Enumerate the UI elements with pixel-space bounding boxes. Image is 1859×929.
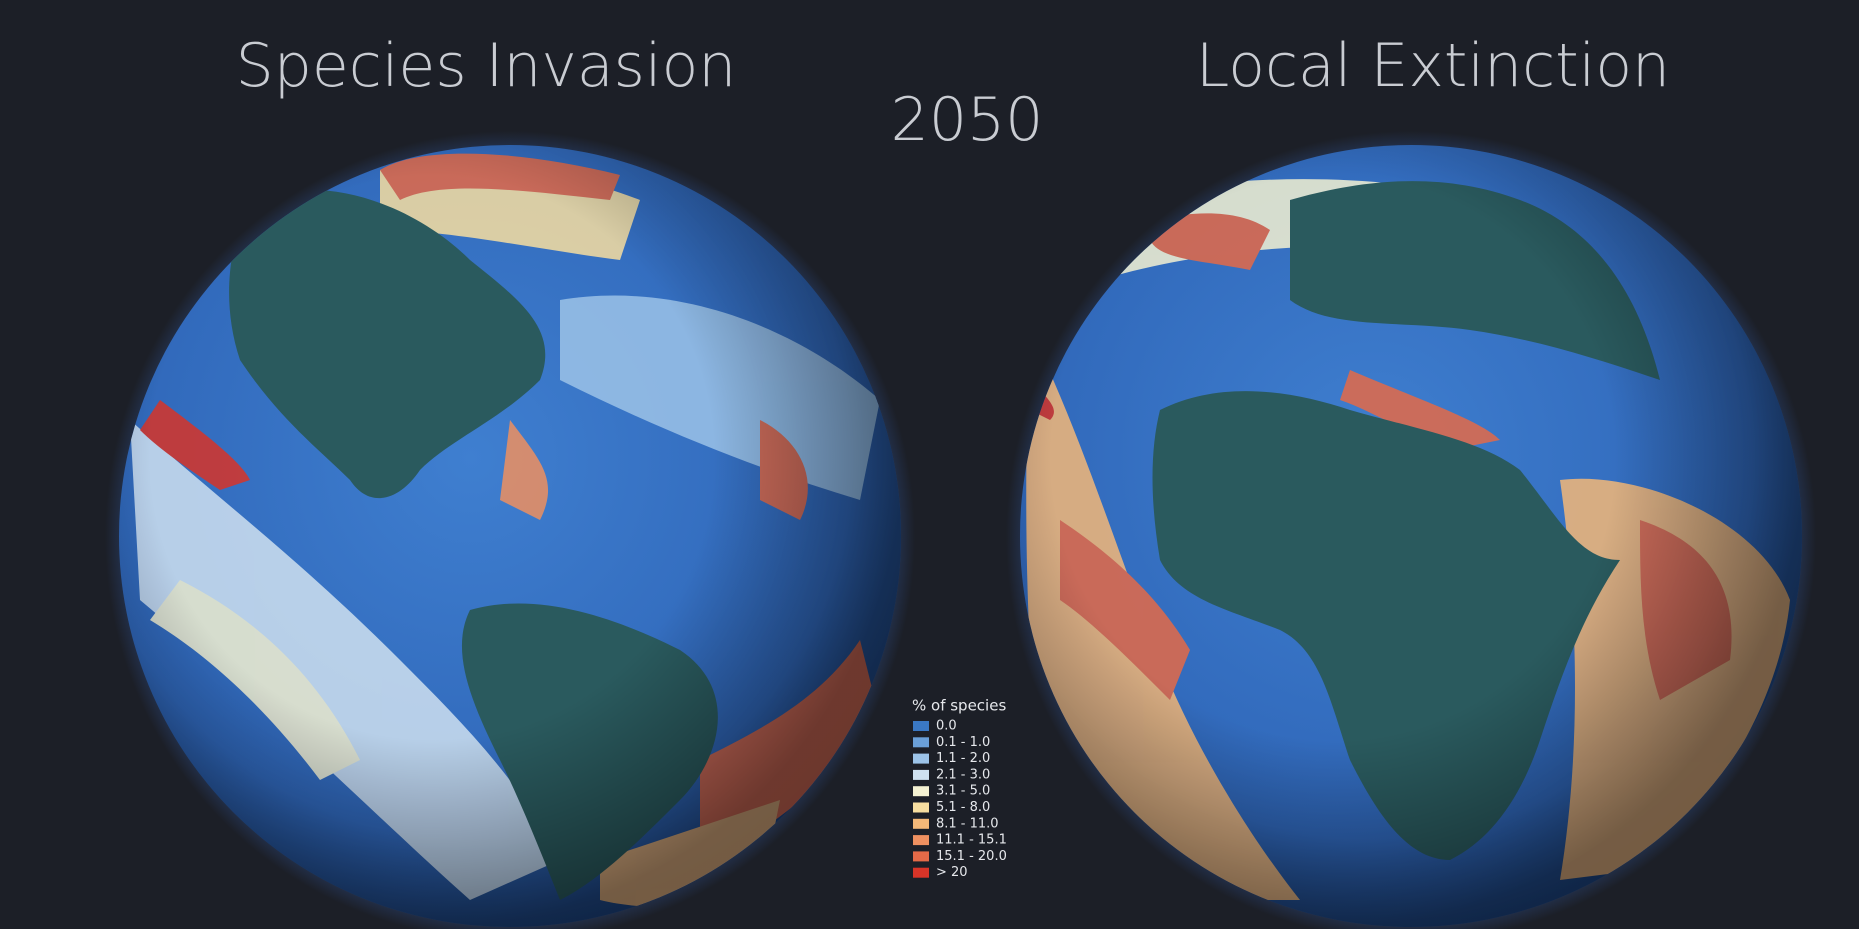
legend-label: 3.1 - 5.0 [936,784,990,799]
legend: % of species 0.00.1 - 1.01.1 - 2.02.1 - … [912,697,1007,881]
globe-extinction [1006,131,1816,929]
legend-label: 0.0 [936,719,957,734]
legend-title: % of species [912,697,1006,715]
legend-swatch [913,786,929,797]
legend-label: 5.1 - 8.0 [936,800,990,815]
legend-label: 0.1 - 1.0 [936,735,990,750]
left-title: Species Invasion [236,31,737,101]
legend-label: > 20 [936,865,968,880]
legend-label: 15.1 - 20.0 [936,849,1007,864]
legend-label: 8.1 - 11.0 [936,816,999,831]
legend-swatch [913,835,929,846]
legend-swatch [913,867,929,878]
legend-swatch [913,721,929,731]
legend-swatch [913,769,929,780]
right-title: Local Extinction [1196,31,1670,101]
legend-swatch [913,753,929,764]
legend-label: 1.1 - 2.0 [936,751,990,766]
legend-swatch [913,851,929,862]
legend-swatch [913,737,929,748]
legend-label: 2.1 - 3.0 [936,767,990,782]
legend-swatch [913,802,929,813]
legend-swatch [913,818,929,829]
legend-label: 11.1 - 15.1 [936,833,1007,848]
year: 2050 [891,85,1044,155]
globe-invasion [105,131,915,929]
